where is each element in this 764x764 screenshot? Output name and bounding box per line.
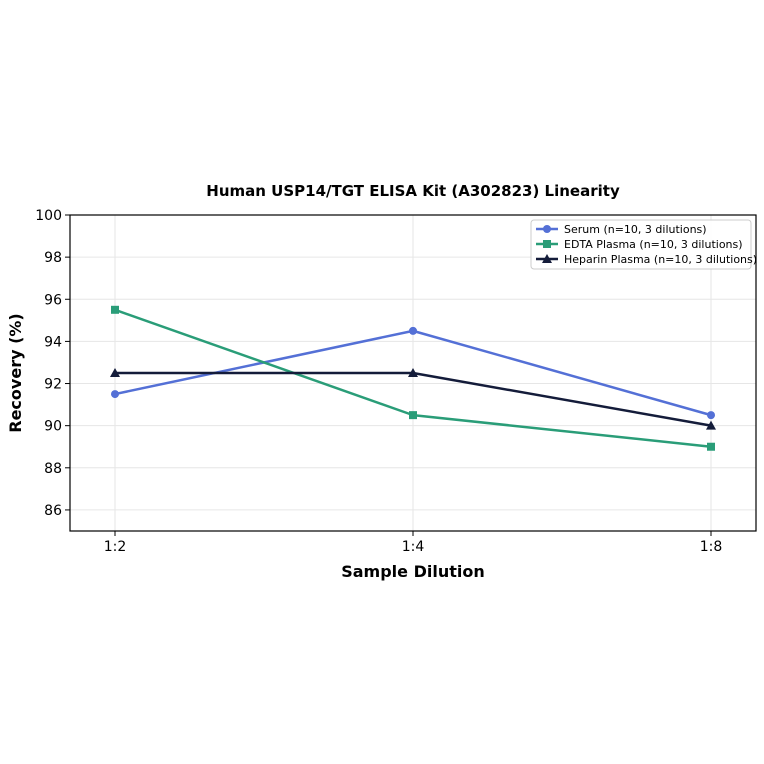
y-tick-label: 94 bbox=[44, 334, 62, 350]
tick-layer: 86 88 90 92 94 96 98 100 1:2 1:4 1:8 bbox=[35, 208, 722, 555]
data-point bbox=[110, 368, 120, 377]
y-tick-label: 88 bbox=[44, 461, 62, 477]
x-tick-label: 1:8 bbox=[700, 539, 723, 555]
y-tick-label: 90 bbox=[44, 419, 62, 435]
data-point bbox=[408, 368, 418, 377]
data-point bbox=[707, 442, 715, 451]
data-point bbox=[409, 411, 417, 420]
legend-box bbox=[530, 219, 752, 270]
series-layer bbox=[110, 305, 716, 451]
data-point bbox=[706, 420, 716, 430]
y-tick-label: 86 bbox=[44, 503, 62, 519]
legend-swatch-marker bbox=[542, 254, 552, 263]
data-point bbox=[111, 305, 119, 314]
data-point bbox=[409, 326, 417, 335]
data-point bbox=[111, 390, 119, 399]
legend: Serum (n=10, 3 dilutions) EDTA Plasma (n=… bbox=[530, 219, 757, 270]
y-axis-label: Recovery (%) bbox=[6, 313, 25, 432]
y-tick-label: 100 bbox=[35, 208, 62, 224]
series-3 bbox=[110, 368, 716, 430]
legend-label: Heparin Plasma (n=10, 3 dilutions) bbox=[564, 253, 757, 266]
legend-label: Serum (n=10, 3 dilutions) bbox=[564, 223, 707, 236]
legend-item: EDTA Plasma (n=10, 3 dilutions) bbox=[536, 238, 743, 251]
y-tick-label: 98 bbox=[44, 250, 62, 266]
legend-item: Serum (n=10, 3 dilutions) bbox=[536, 223, 707, 236]
legend-item: Heparin Plasma (n=10, 3 dilutions) bbox=[536, 253, 757, 266]
y-tick-label: 92 bbox=[44, 377, 62, 393]
x-tick-label: 1:2 bbox=[104, 539, 127, 555]
x-axis-label: Sample Dilution bbox=[341, 562, 485, 581]
y-tick-label: 96 bbox=[44, 292, 62, 308]
legend-swatch-marker bbox=[543, 240, 551, 248]
series-2 bbox=[111, 305, 715, 451]
x-tick-label: 1:4 bbox=[402, 539, 425, 555]
legend-label: EDTA Plasma (n=10, 3 dilutions) bbox=[564, 238, 743, 251]
data-point bbox=[707, 411, 715, 420]
legend-swatch-marker bbox=[543, 225, 551, 233]
chart-title: Human USP14/TGT ELISA Kit (A302823) Line… bbox=[206, 182, 620, 200]
grid-layer bbox=[70, 215, 756, 531]
